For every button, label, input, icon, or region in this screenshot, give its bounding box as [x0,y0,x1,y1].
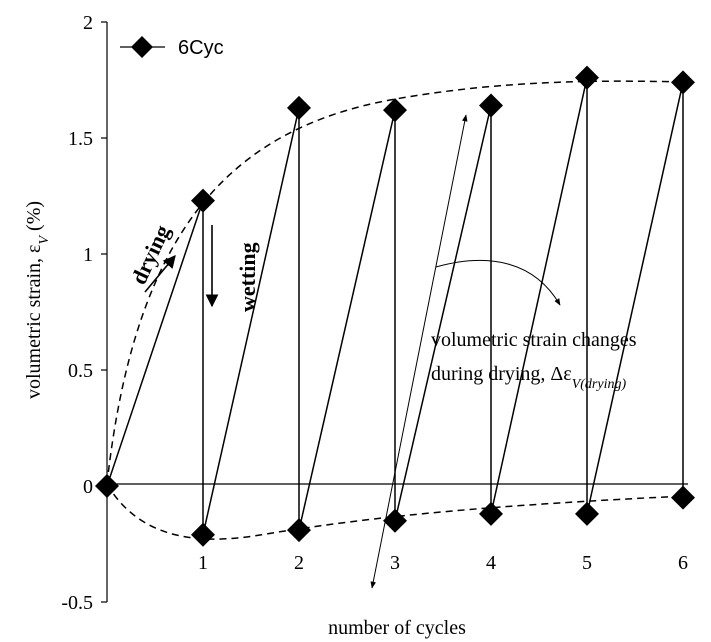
y-tick-label: -0.5 [61,592,93,614]
data-point-diamond [191,188,215,213]
legend-diamond-marker [131,36,153,58]
data-point-diamond [479,501,503,526]
note-line-1: volumetric strain changes [431,329,637,351]
y-tick-label: 0 [83,476,93,498]
upper-envelope-curve [106,80,686,485]
x-tick-label: 2 [294,552,304,574]
series-segment [298,109,396,531]
series-segment [394,105,492,521]
legend: 6Cyc [120,36,224,59]
y-tick-label: 0.5 [68,360,93,382]
series-segment [202,107,300,535]
data-point-diamond [383,98,407,123]
curved-pointer-arrow [435,259,561,306]
x-tick-label: 4 [486,552,496,574]
drying-label: drying [126,221,175,288]
x-axis-label: number of cycles [328,617,466,639]
series-segment [586,82,684,515]
wetting-label: wetting [235,242,260,312]
y-tick-label: 1.5 [68,128,93,150]
y-tick-label: 2 [83,12,93,34]
data-point-diamond [479,93,503,118]
data-point-diamond [671,70,695,95]
x-tick-label: 6 [678,552,688,574]
y-axis-label: volumetric strain, εV (%) [23,201,52,399]
data-point-diamond [575,501,599,526]
data-point-diamond [287,95,311,120]
note-line-2: during drying, ΔεV(drying) [431,363,626,392]
drying-change-double-arrow [370,114,468,589]
data-point-diamond [95,474,119,498]
x-tick-label: 3 [390,552,400,574]
series-segment [490,77,588,515]
drying-arrow [144,255,176,293]
x-tick-label: 1 [198,552,208,574]
series-segment [106,200,204,487]
data-point-diamond [191,522,215,547]
data-point-diamond [287,518,311,543]
y-tick-label: 1 [83,244,93,266]
legend-label: 6Cyc [178,37,224,59]
x-tick-label: 5 [582,552,592,574]
data-point-diamond [671,485,695,510]
data-point-diamond [575,65,599,90]
